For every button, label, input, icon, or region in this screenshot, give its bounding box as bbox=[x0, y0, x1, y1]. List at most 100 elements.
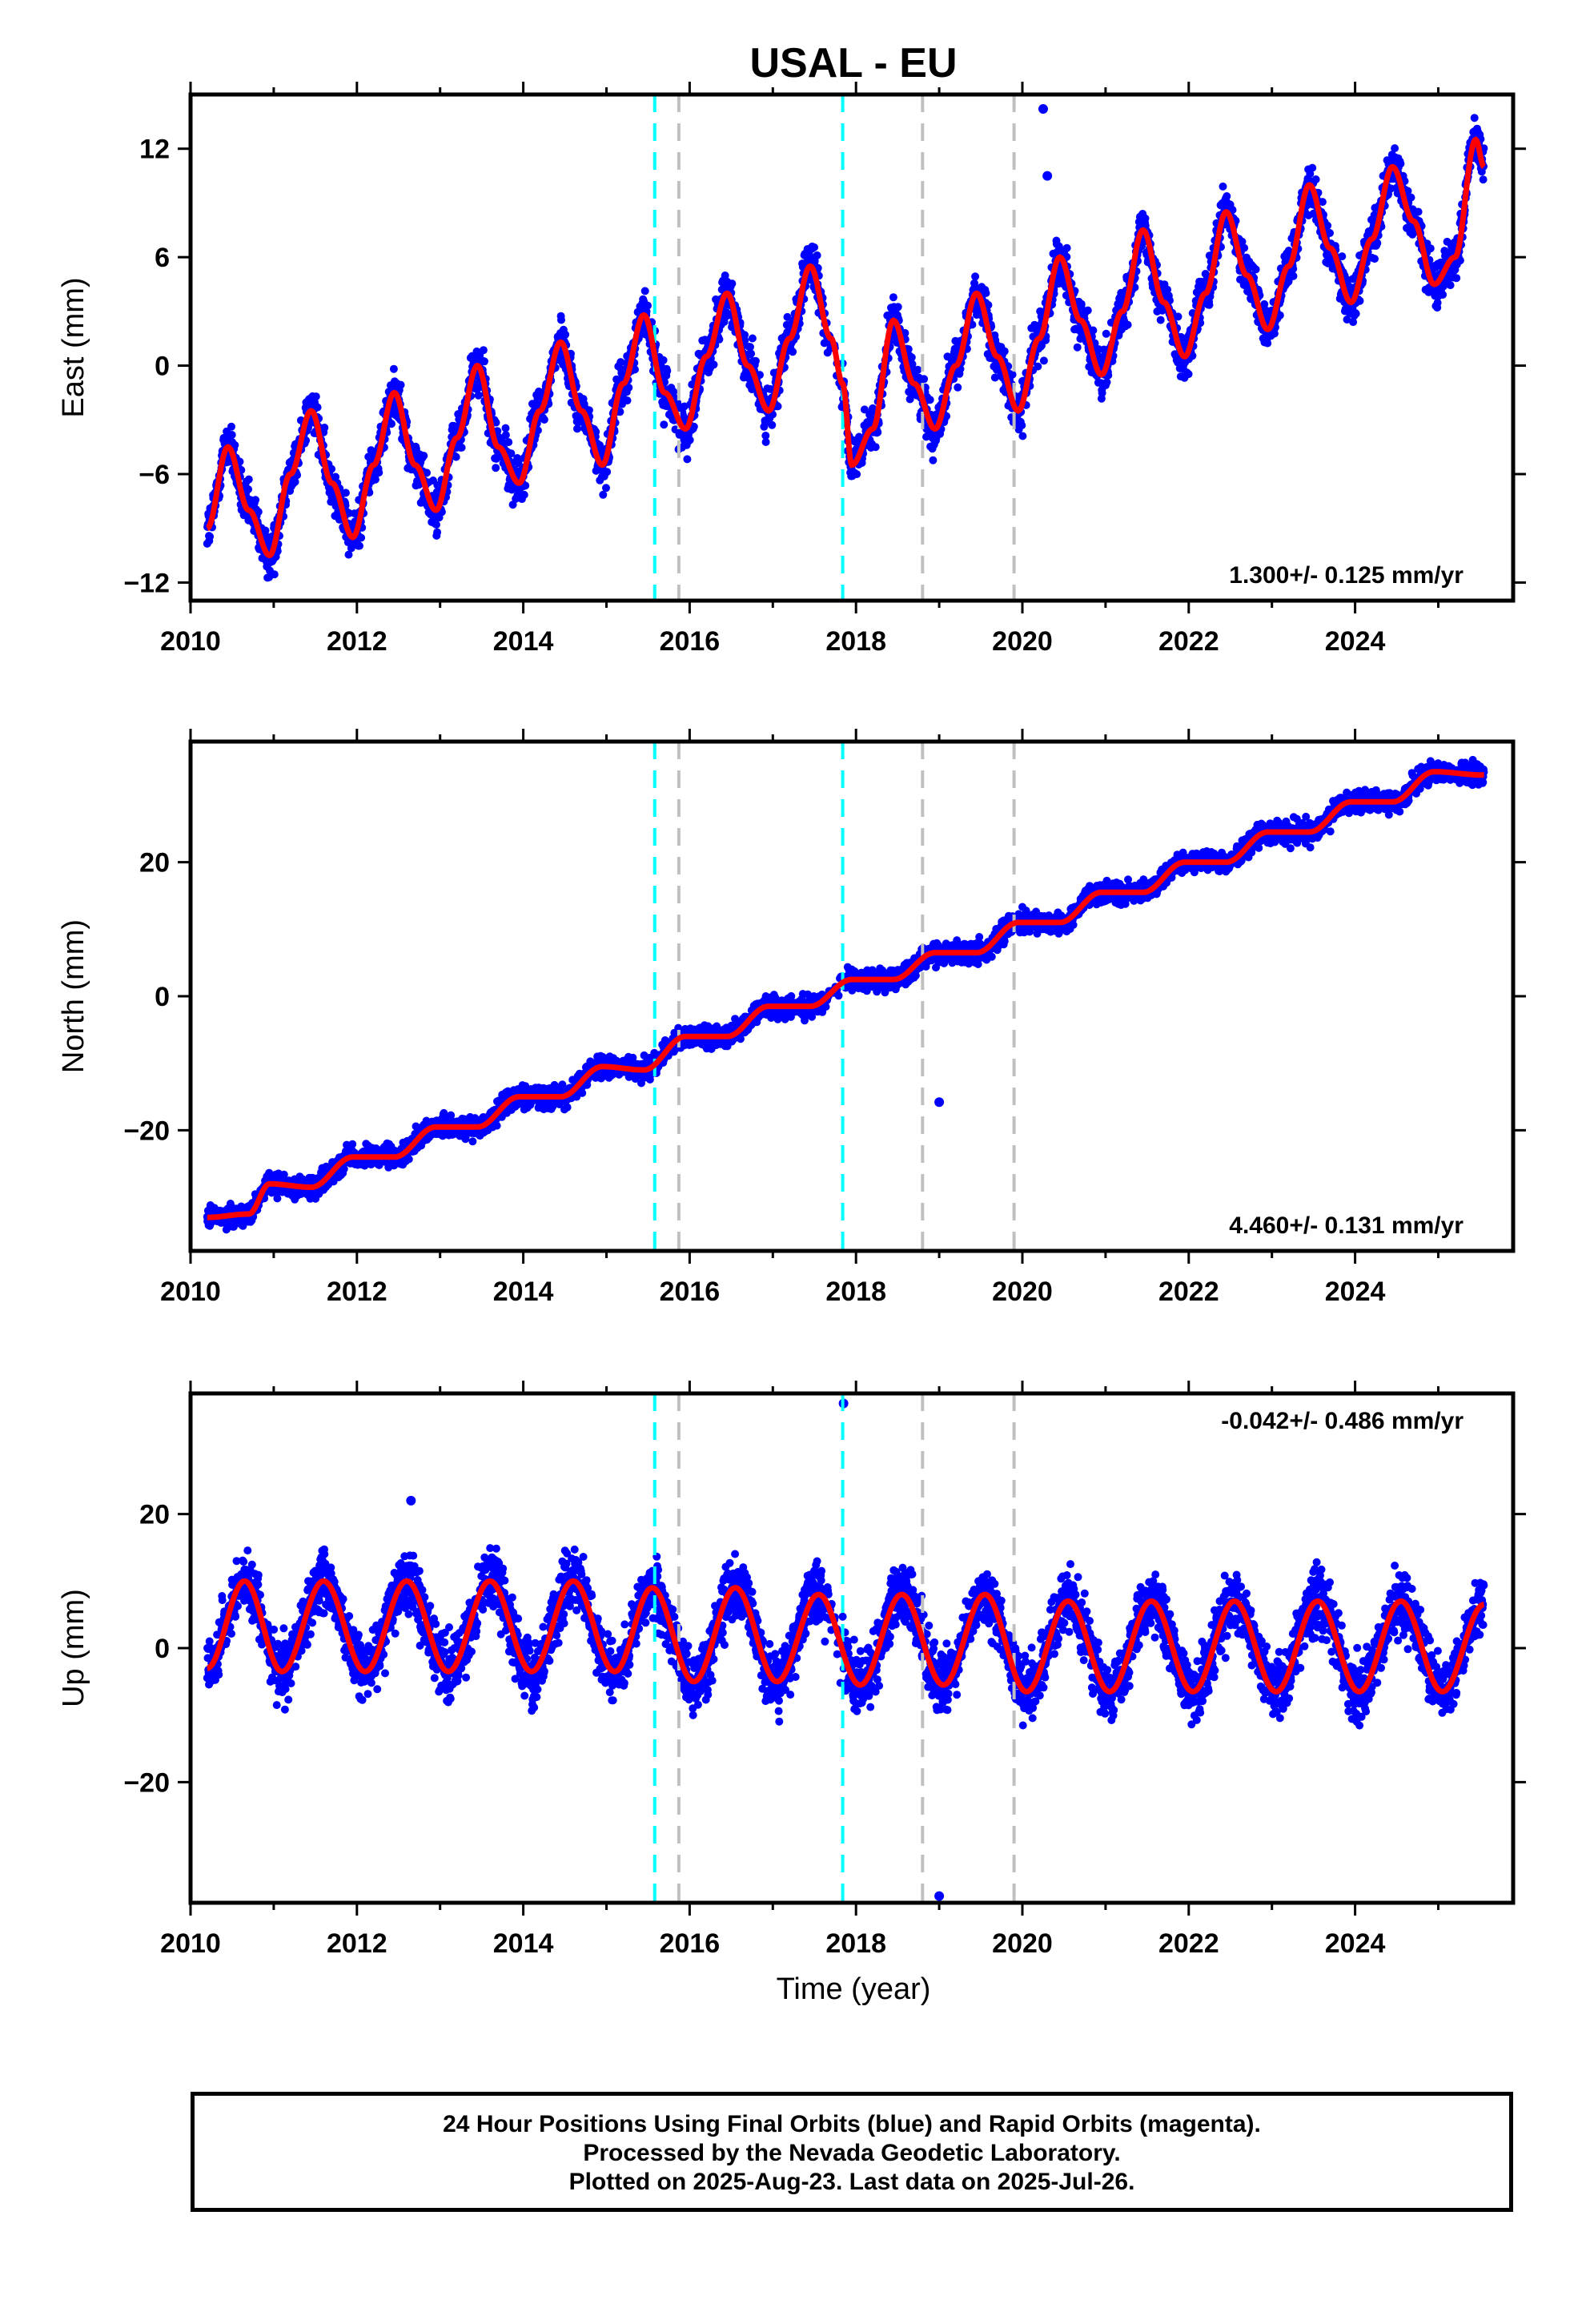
data-point bbox=[371, 475, 379, 484]
data-point bbox=[913, 365, 922, 374]
data-point bbox=[227, 422, 235, 431]
data-point bbox=[457, 443, 466, 452]
data-point bbox=[761, 438, 770, 446]
data-point bbox=[507, 449, 516, 458]
data-point bbox=[1141, 214, 1150, 223]
data-point bbox=[1479, 175, 1488, 184]
data-point bbox=[624, 384, 633, 392]
data-point bbox=[344, 550, 353, 559]
data-point bbox=[631, 365, 639, 374]
data-point bbox=[479, 346, 488, 355]
data-point bbox=[908, 360, 917, 368]
x-tick-label: 2022 bbox=[1158, 626, 1219, 657]
data-point bbox=[768, 420, 777, 429]
data-points bbox=[203, 755, 1488, 1234]
data-point bbox=[901, 328, 909, 337]
y-tick-label: −6 bbox=[139, 460, 170, 490]
y-tick-label: 12 bbox=[139, 135, 170, 165]
data-point bbox=[871, 443, 880, 452]
data-point bbox=[709, 360, 718, 369]
data-point bbox=[860, 405, 869, 414]
data-point bbox=[474, 391, 483, 400]
panel-plot-area bbox=[203, 742, 1488, 1251]
data-point bbox=[1219, 182, 1227, 191]
data-point bbox=[971, 272, 980, 281]
data-point bbox=[452, 452, 460, 461]
data-point bbox=[348, 1140, 357, 1148]
data-point bbox=[599, 490, 608, 499]
data-point bbox=[920, 375, 929, 384]
data-point bbox=[907, 353, 916, 362]
data-point bbox=[602, 484, 610, 493]
outlier-point bbox=[1042, 171, 1053, 181]
data-point bbox=[573, 424, 581, 433]
data-point bbox=[728, 279, 737, 288]
y-tick-label: −12 bbox=[123, 568, 170, 598]
data-point bbox=[357, 533, 366, 542]
data-point bbox=[291, 477, 299, 486]
data-point bbox=[721, 271, 729, 279]
data-point bbox=[1163, 285, 1172, 294]
data-point bbox=[1446, 281, 1455, 290]
data-point bbox=[1263, 339, 1272, 348]
data-point bbox=[206, 533, 215, 541]
data-point bbox=[773, 402, 782, 411]
data-point bbox=[1089, 326, 1098, 335]
data-point bbox=[501, 424, 510, 432]
data-point bbox=[1174, 312, 1182, 321]
data-point bbox=[480, 357, 488, 366]
data-point bbox=[1073, 343, 1082, 352]
data-point bbox=[396, 380, 405, 389]
data-point bbox=[873, 428, 882, 436]
data-point bbox=[432, 521, 440, 529]
x-tick-label: 2018 bbox=[825, 626, 886, 657]
data-point bbox=[640, 287, 649, 296]
data-point bbox=[685, 436, 694, 444]
data-point bbox=[1407, 193, 1415, 202]
x-tick-label: 2016 bbox=[660, 626, 721, 657]
data-point bbox=[1371, 255, 1379, 263]
data-point bbox=[756, 371, 764, 380]
data-point bbox=[273, 1194, 282, 1203]
data-point bbox=[1470, 114, 1479, 123]
data-point bbox=[1034, 362, 1042, 371]
x-tick-label: 2024 bbox=[1325, 626, 1386, 657]
data-point bbox=[347, 544, 355, 553]
data-point bbox=[520, 490, 528, 499]
panel-plot-area bbox=[203, 94, 1488, 601]
data-point bbox=[557, 316, 565, 324]
data-point bbox=[387, 420, 396, 428]
data-point bbox=[722, 308, 731, 317]
data-point bbox=[904, 345, 913, 353]
data-point bbox=[311, 392, 320, 401]
data-point bbox=[1062, 243, 1071, 252]
data-point bbox=[1000, 347, 1009, 356]
panel-1: 2010 2012 2014 2016 2018 2020 2022 2024−12−6061… bbox=[57, 82, 1526, 657]
x-tick-label: 2010 bbox=[160, 626, 221, 657]
data-point bbox=[644, 301, 652, 310]
data-point bbox=[420, 452, 428, 460]
data-point bbox=[1228, 206, 1237, 215]
data-point bbox=[683, 455, 692, 464]
rate-annotation: 1.300+/- 0.125 mm/yr bbox=[1229, 562, 1464, 589]
data-point bbox=[1338, 252, 1347, 261]
data-point bbox=[1289, 271, 1298, 280]
data-point bbox=[423, 468, 431, 477]
x-tick-label: 2012 bbox=[327, 626, 387, 657]
data-point bbox=[1205, 300, 1214, 309]
data-point bbox=[1098, 388, 1106, 397]
data-point bbox=[270, 570, 279, 579]
y-tick-label: 6 bbox=[155, 243, 170, 273]
data-point bbox=[663, 367, 672, 376]
panel-2: 2010 2012 2014 2016 2018 2020 2022 2024−20020No… bbox=[57, 729, 1526, 1307]
data-point bbox=[1223, 192, 1231, 200]
data-point bbox=[659, 356, 668, 364]
data-point bbox=[1326, 229, 1334, 237]
data-point bbox=[660, 420, 669, 429]
data-point bbox=[954, 383, 962, 392]
data-point bbox=[540, 416, 548, 424]
data-point bbox=[508, 501, 517, 509]
data-point bbox=[1039, 356, 1048, 365]
data-point bbox=[853, 470, 861, 479]
data-point bbox=[926, 396, 934, 404]
